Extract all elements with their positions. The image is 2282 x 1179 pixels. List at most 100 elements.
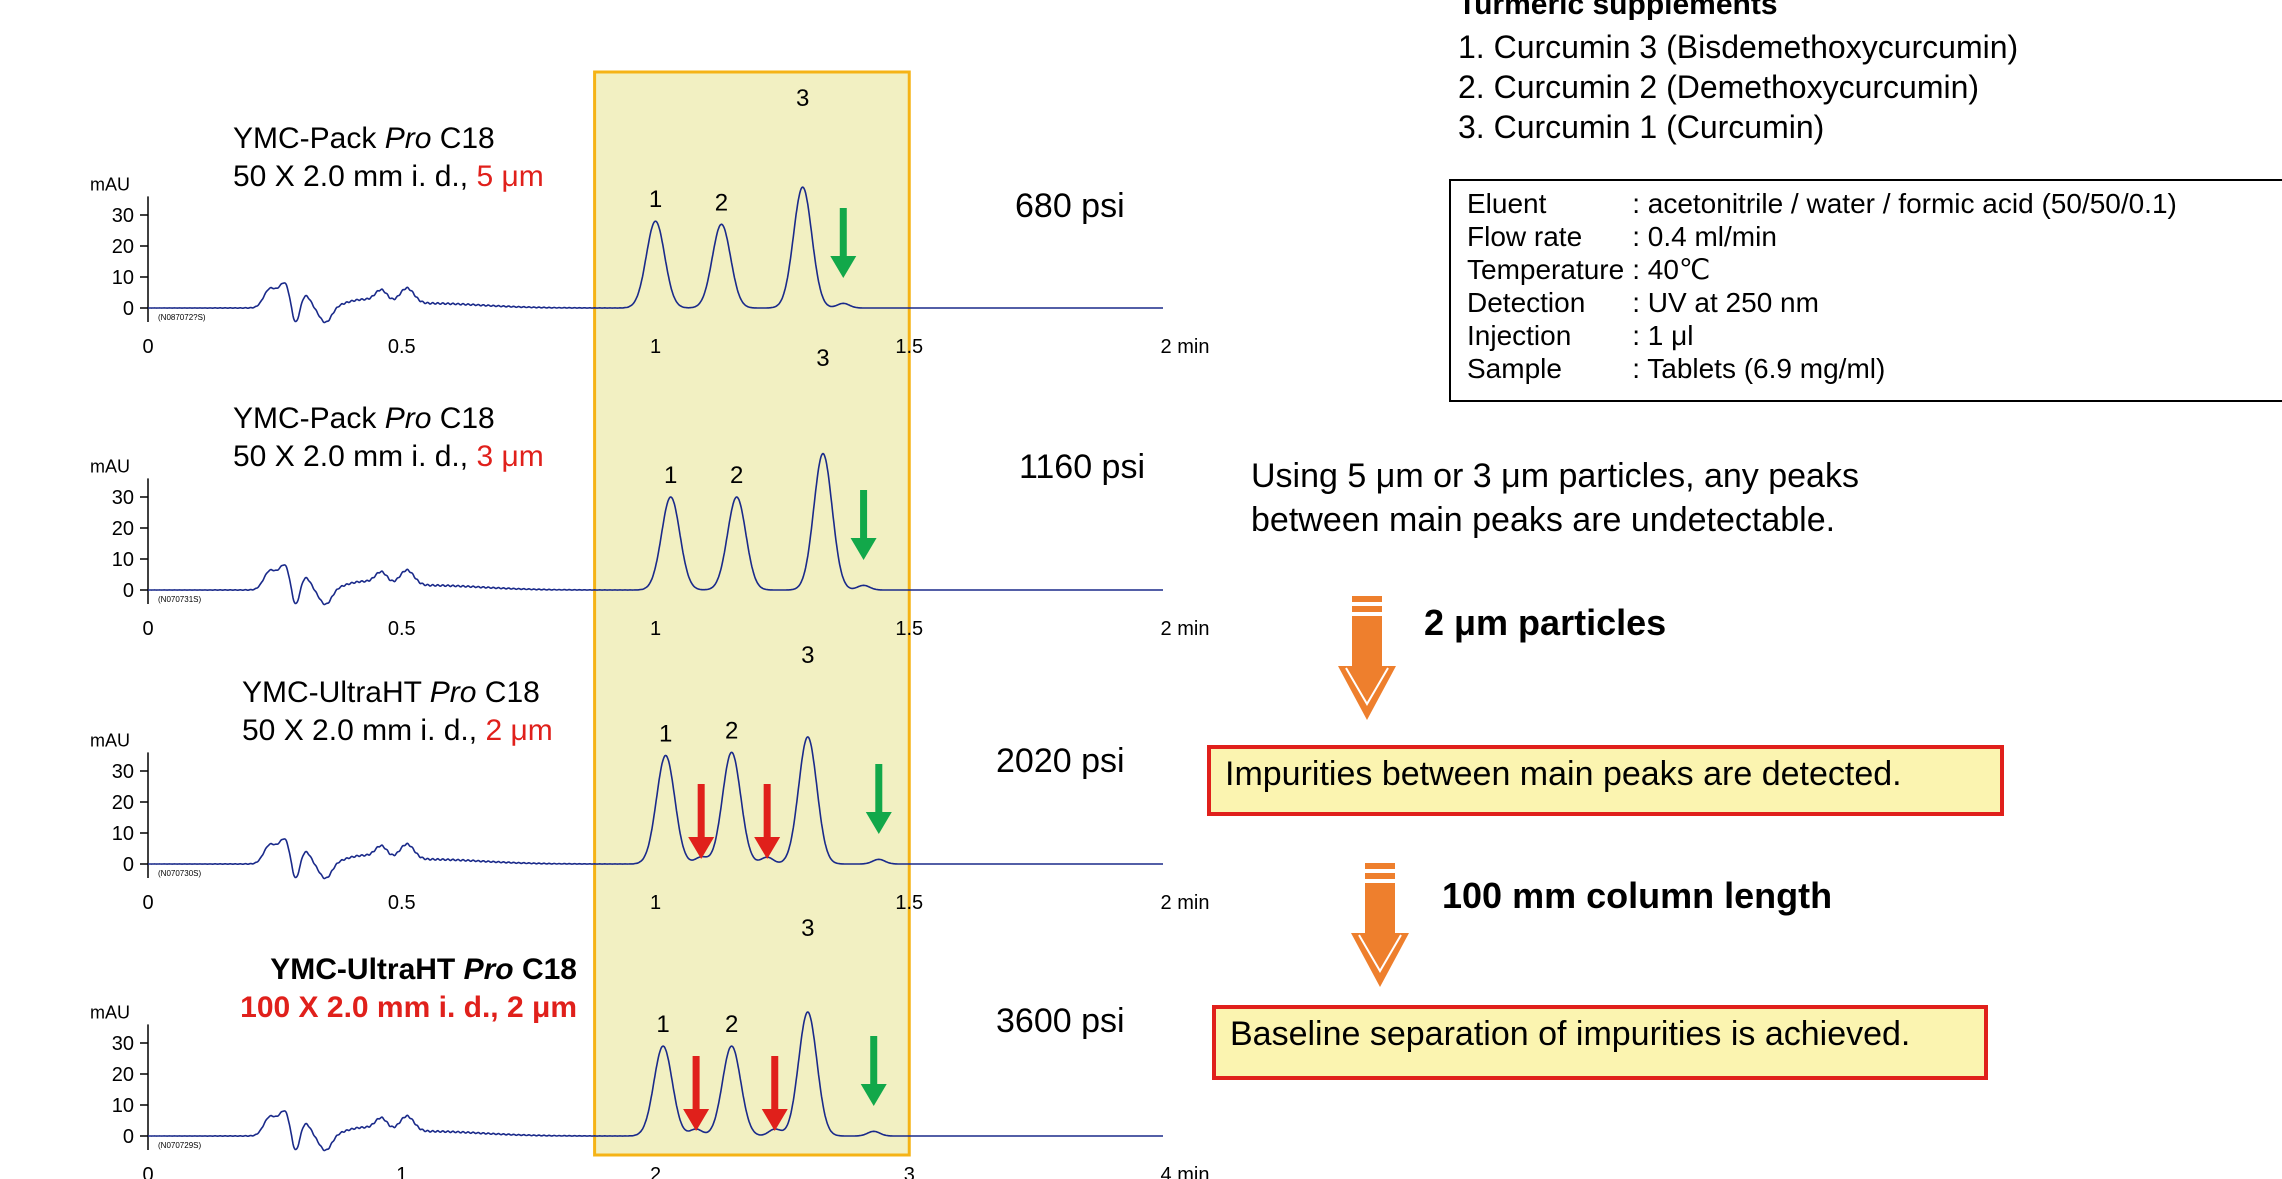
green-impurity-arrow	[850, 490, 877, 560]
peak-label: 3	[796, 85, 809, 112]
peak-label: 3	[816, 345, 829, 372]
chromatogram-trace	[148, 186, 1163, 324]
x-tick-label: 1	[650, 892, 661, 914]
chromatogram-panel-3	[140, 735, 1163, 880]
panel-2-pressure: 1160 psi	[1019, 448, 1146, 486]
peak-label: 1	[659, 721, 672, 748]
y-tick-label: 0	[123, 580, 134, 602]
green-impurity-arrow	[830, 208, 857, 278]
y-tick-label: 30	[112, 1033, 134, 1055]
peak-label: 2	[730, 462, 743, 489]
x-tick-label: 1.5	[895, 892, 923, 914]
y-tick-label: 0	[123, 1126, 134, 1148]
step-2-label: 100 mm column length	[1442, 875, 1833, 916]
y-axis-label: mAU	[90, 1002, 130, 1022]
x-tick-label: 0	[142, 336, 153, 358]
panel-4-pressure: 3600 psi	[996, 1002, 1125, 1040]
x-tick-label: 1.5	[895, 618, 923, 640]
compound-item: 2. Curcumin 2 (Demethoxycurcumin)	[1458, 69, 1980, 105]
step-2-result: Baseline separation of impurities is ach…	[1212, 1005, 1988, 1080]
x-tick-label: 1.5	[895, 336, 923, 358]
x-tick-label: 1	[396, 1164, 407, 1179]
y-axis-label: mAU	[90, 730, 130, 750]
condition-row: Sample: Tablets (6.9 mg/ml)	[1467, 353, 1886, 384]
panel-4-column-title: YMC-UltraHT Pro C18 100 X 2.0 mm i. d., …	[240, 953, 577, 1024]
x-tick-label: 2	[650, 1164, 661, 1179]
y-tick-label: 10	[112, 1095, 134, 1117]
x-tick-label: 0.5	[388, 618, 416, 640]
particles-note: Using 5 μm or 3 μm particles, any peaks …	[1251, 457, 1859, 539]
x-tick-label: 1	[650, 618, 661, 640]
conditions-table: Eluent: acetonitrile / water / formic ac…	[1463, 187, 2181, 385]
down-arrow-icon	[1338, 596, 1396, 720]
y-tick-label: 10	[112, 549, 134, 571]
panel-1-pressure: 680 psi	[1015, 187, 1125, 225]
y-tick-label: 20	[112, 792, 134, 814]
peak-region-highlight	[593, 70, 911, 1157]
chromatogram-panel-4	[140, 1011, 1163, 1152]
panel-2-column-title: YMC-Pack Pro C18 50 X 2.0 mm i. d., 3 μm	[233, 402, 544, 473]
file-id-label: (N070731S)	[158, 595, 201, 604]
y-tick-label: 30	[112, 761, 134, 783]
chromatogram-trace	[148, 735, 1163, 880]
green-impurity-arrow	[860, 1036, 887, 1106]
compound-item: 3. Curcumin 1 (Curcumin)	[1458, 109, 1825, 145]
red-impurity-arrow	[761, 1056, 788, 1131]
sample-title: Turmeric supplements	[1458, 0, 1778, 21]
y-tick-label: 20	[112, 236, 134, 258]
y-axis-label: mAU	[90, 456, 130, 476]
peak-label: 3	[801, 915, 814, 942]
x-tick-label: 2 min	[1161, 336, 1210, 358]
red-impurity-arrow	[688, 784, 715, 859]
x-tick-label: 3	[904, 1164, 915, 1179]
y-tick-label: 30	[112, 487, 134, 509]
red-impurity-arrow	[683, 1056, 710, 1131]
condition-row: Temperature: 40℃	[1467, 254, 1711, 285]
y-tick-label: 20	[112, 1064, 134, 1086]
peak-label: 2	[715, 189, 728, 216]
chromatogram-trace	[148, 452, 1163, 606]
panel-1-column-title: YMC-Pack Pro C18 50 X 2.0 mm i. d., 5 μm	[233, 122, 544, 193]
red-impurity-arrow	[754, 784, 781, 859]
step-1-result: Impurities between main peaks are detect…	[1207, 745, 2004, 816]
y-tick-label: 30	[112, 205, 134, 227]
y-tick-label: 0	[123, 298, 134, 320]
file-id-label: (N070729S)	[158, 1141, 201, 1150]
x-tick-label: 2 min	[1161, 618, 1210, 640]
peak-label: 3	[801, 642, 814, 669]
compound-item: 1. Curcumin 3 (Bisdemethoxycurcumin)	[1458, 29, 2019, 65]
x-tick-label: 0.5	[388, 892, 416, 914]
peak-label: 1	[656, 1011, 669, 1038]
file-id-label: (N087072?S)	[158, 313, 206, 322]
chromatogram-panel-1	[140, 186, 1163, 324]
panel-3-pressure: 2020 psi	[996, 742, 1125, 780]
chromatogram-trace	[148, 1011, 1163, 1152]
y-tick-label: 10	[112, 267, 134, 289]
peak-label: 2	[725, 1011, 738, 1038]
condition-row: Injection: 1 μl	[1467, 320, 1694, 351]
y-tick-label: 0	[123, 854, 134, 876]
y-tick-label: 20	[112, 518, 134, 540]
conditions-box: Eluent: acetonitrile / water / formic ac…	[1449, 179, 2282, 402]
x-tick-label: 0	[142, 892, 153, 914]
x-tick-label: 2 min	[1161, 892, 1210, 914]
x-tick-label: 0	[142, 1164, 153, 1179]
compound-list: 1. Curcumin 3 (Bisdemethoxycurcumin) 2. …	[1458, 27, 2018, 147]
peak-label: 1	[664, 462, 677, 489]
condition-row: Detection: UV at 250 nm	[1467, 287, 1819, 318]
file-id-label: (N070730S)	[158, 869, 201, 878]
condition-row: Eluent: acetonitrile / water / formic ac…	[1467, 188, 2177, 219]
condition-row: Flow rate: 0.4 ml/min	[1467, 221, 1777, 252]
x-tick-label: 0.5	[388, 336, 416, 358]
down-arrow-icon	[1351, 863, 1409, 987]
panel-3-column-title: YMC-UltraHT Pro C18 50 X 2.0 mm i. d., 2…	[242, 676, 553, 747]
peak-label: 1	[649, 186, 662, 213]
chromatogram-panel-2	[140, 452, 1163, 606]
y-axis-label: mAU	[90, 174, 130, 194]
x-tick-label: 0	[142, 618, 153, 640]
step-1-label: 2 μm particles	[1424, 602, 1667, 643]
x-tick-label: 4 min	[1161, 1164, 1210, 1179]
y-tick-label: 10	[112, 823, 134, 845]
